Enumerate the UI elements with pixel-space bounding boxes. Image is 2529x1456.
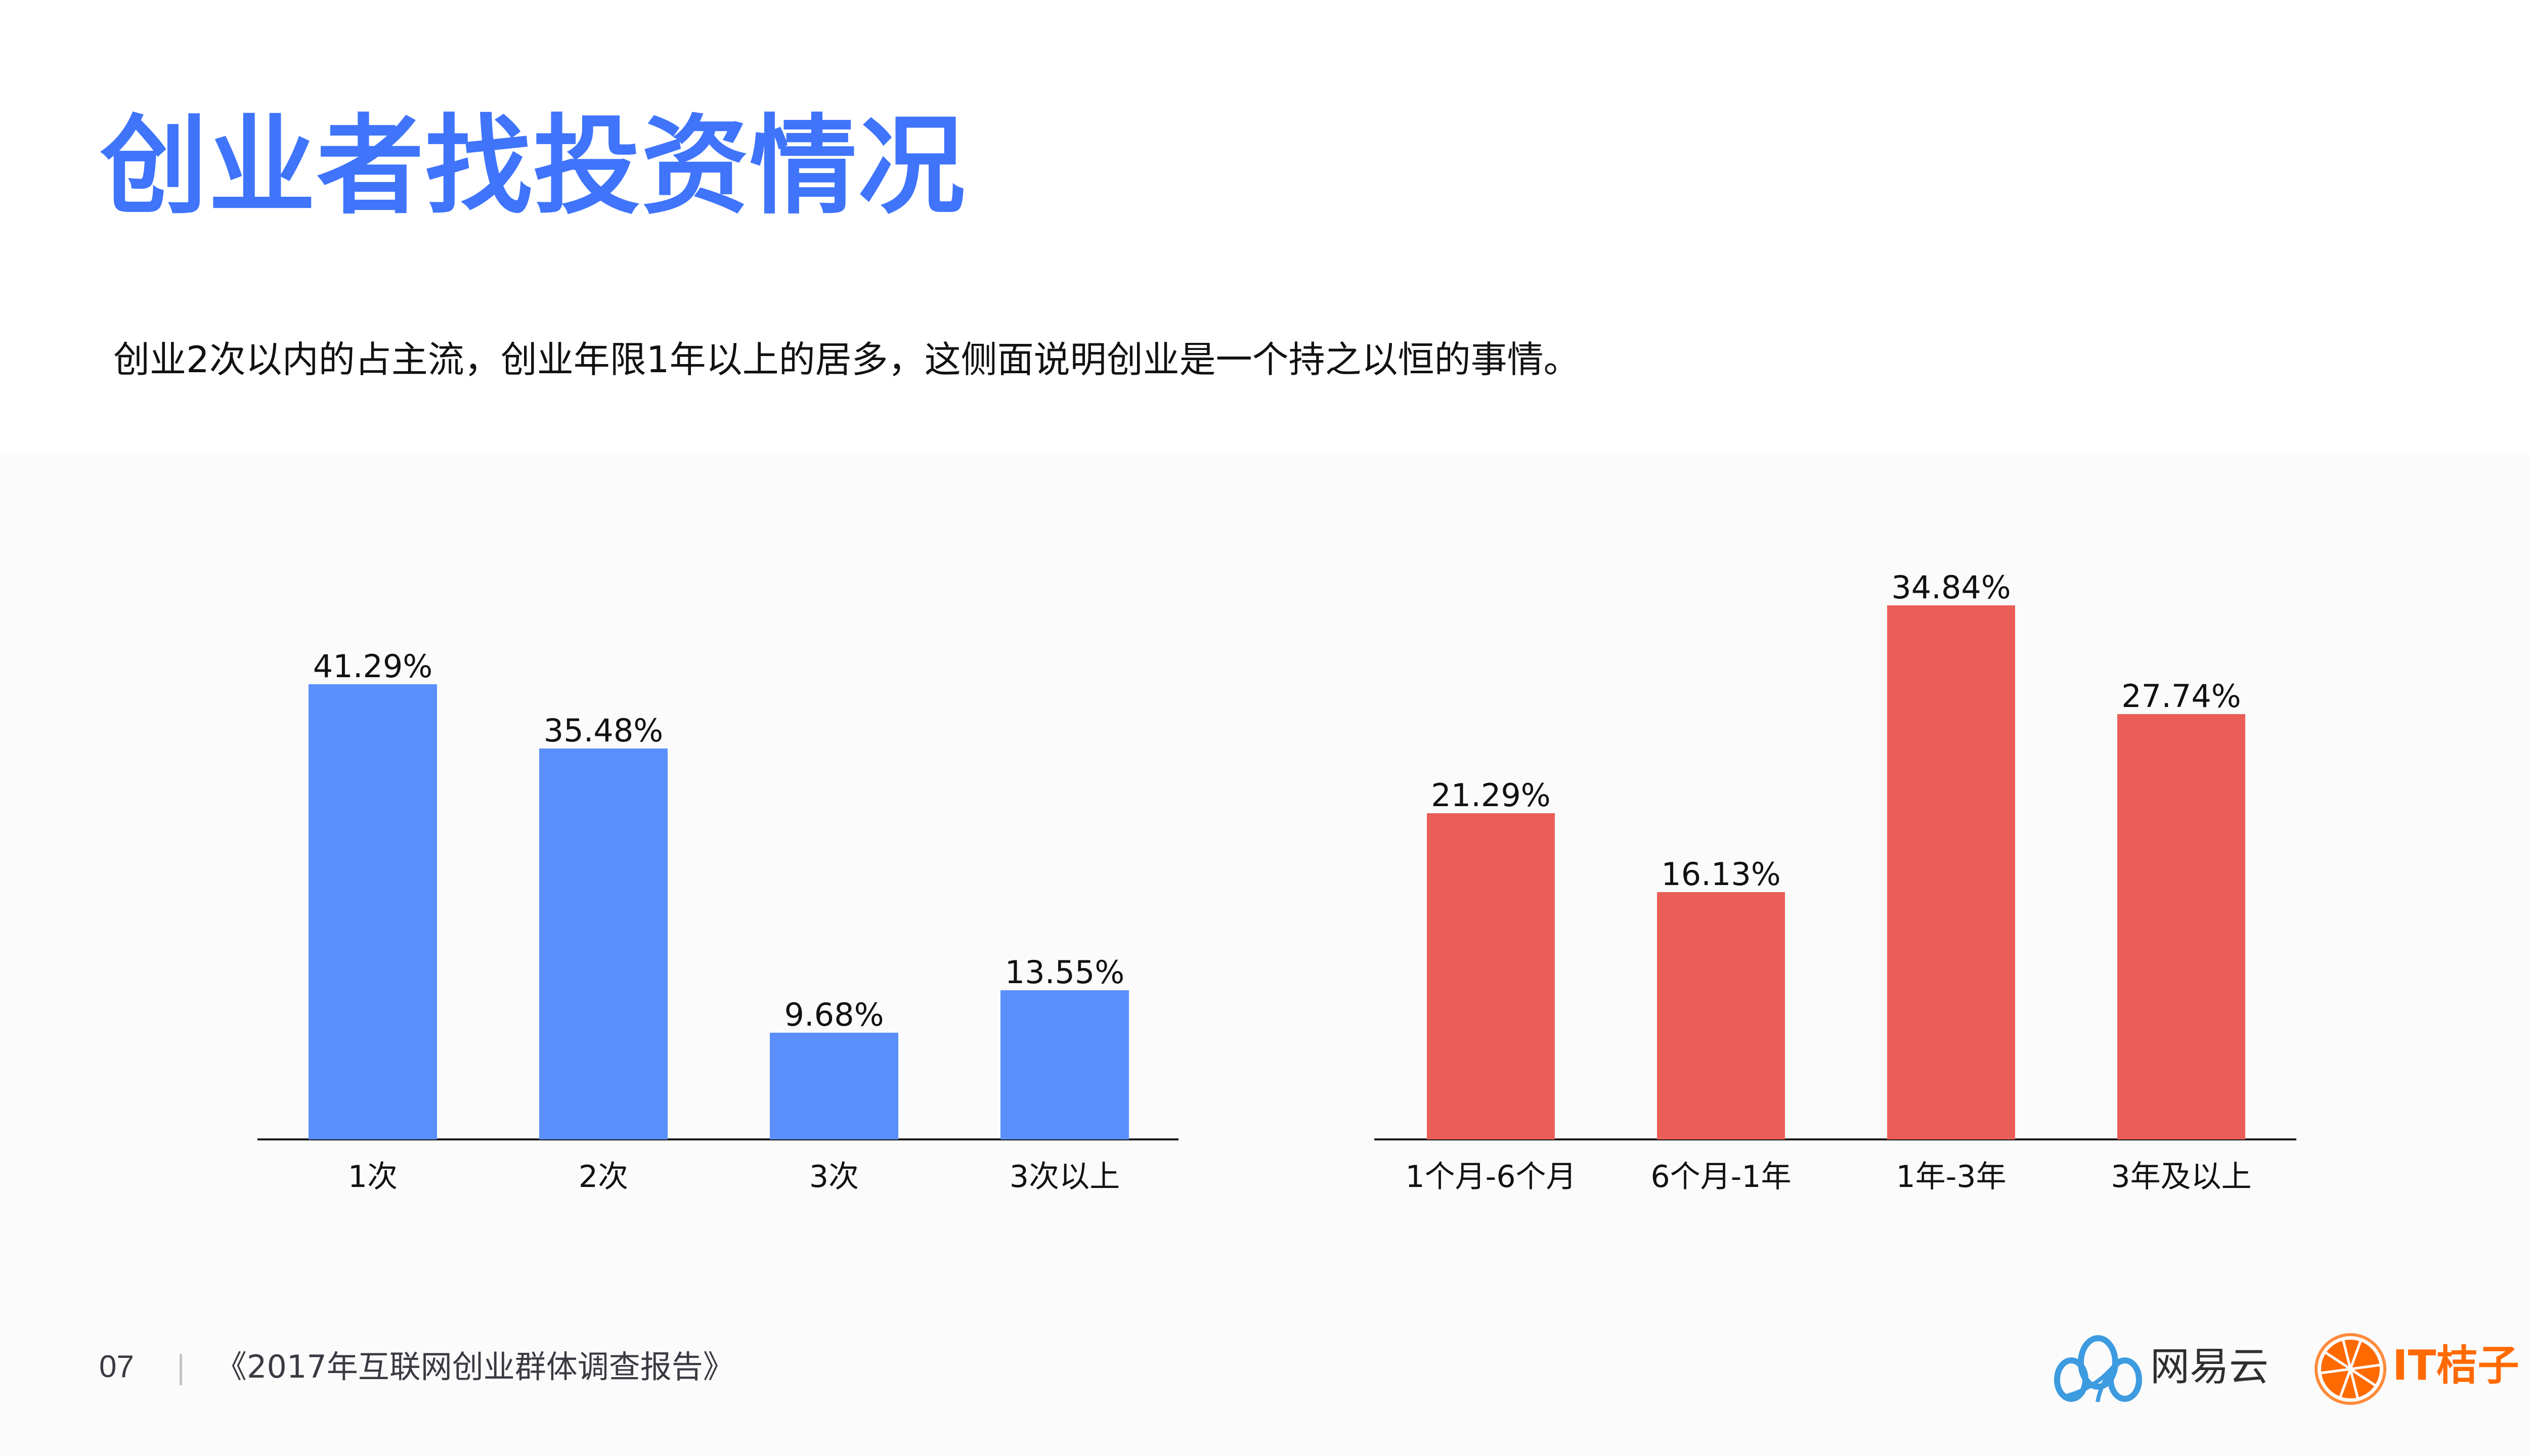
report-title: 《2017年互联网创业群体调查报告》 xyxy=(215,1348,734,1385)
bar-value-label: 41.29% xyxy=(313,648,433,685)
bar-value-label: 35.48% xyxy=(543,712,664,749)
category-label: 2次 xyxy=(578,1159,629,1195)
bar xyxy=(539,748,668,1139)
bar xyxy=(770,1033,898,1139)
bar xyxy=(1427,813,1555,1139)
bar-value-label: 21.29% xyxy=(1431,777,1551,814)
page-title: 创业者找投资情况 xyxy=(100,104,966,229)
bar xyxy=(309,684,437,1139)
x-axis-line xyxy=(257,1138,1179,1140)
bar xyxy=(1887,605,2015,1139)
bar-value-label: 13.55% xyxy=(1005,954,1125,991)
page-number: 07 xyxy=(99,1349,134,1384)
bar-value-label: 9.68% xyxy=(784,996,884,1033)
page-subtitle: 创业2次以内的占主流，创业年限1年以上的居多，这侧面说明创业是一个持之以恒的事情… xyxy=(113,338,1580,381)
category-label: 1次 xyxy=(347,1159,398,1195)
bar-value-label: 34.84% xyxy=(1891,569,2011,606)
category-label: 6个月-1年 xyxy=(1650,1159,1792,1195)
category-label: 3次以上 xyxy=(1009,1159,1120,1195)
category-label: 3年及以上 xyxy=(2111,1159,2252,1195)
cloud-icon xyxy=(2054,1335,2142,1402)
x-axis-line xyxy=(1374,1138,2296,1140)
itjuzi-name: IT桔子 xyxy=(2392,1342,2519,1390)
bar xyxy=(2117,714,2245,1139)
category-label: 3次 xyxy=(809,1159,859,1195)
bar xyxy=(1000,990,1129,1139)
footer-divider xyxy=(180,1354,182,1385)
netease-cloud-name: 网易云 xyxy=(2150,1344,2269,1390)
orange-slice-icon xyxy=(2315,1333,2386,1405)
bar-value-label: 27.74% xyxy=(2121,678,2241,715)
category-label: 1年-3年 xyxy=(1896,1159,2007,1195)
category-label: 1个月-6个月 xyxy=(1405,1159,1577,1195)
bar xyxy=(1657,892,1785,1139)
bar-value-label: 16.13% xyxy=(1661,856,1781,893)
